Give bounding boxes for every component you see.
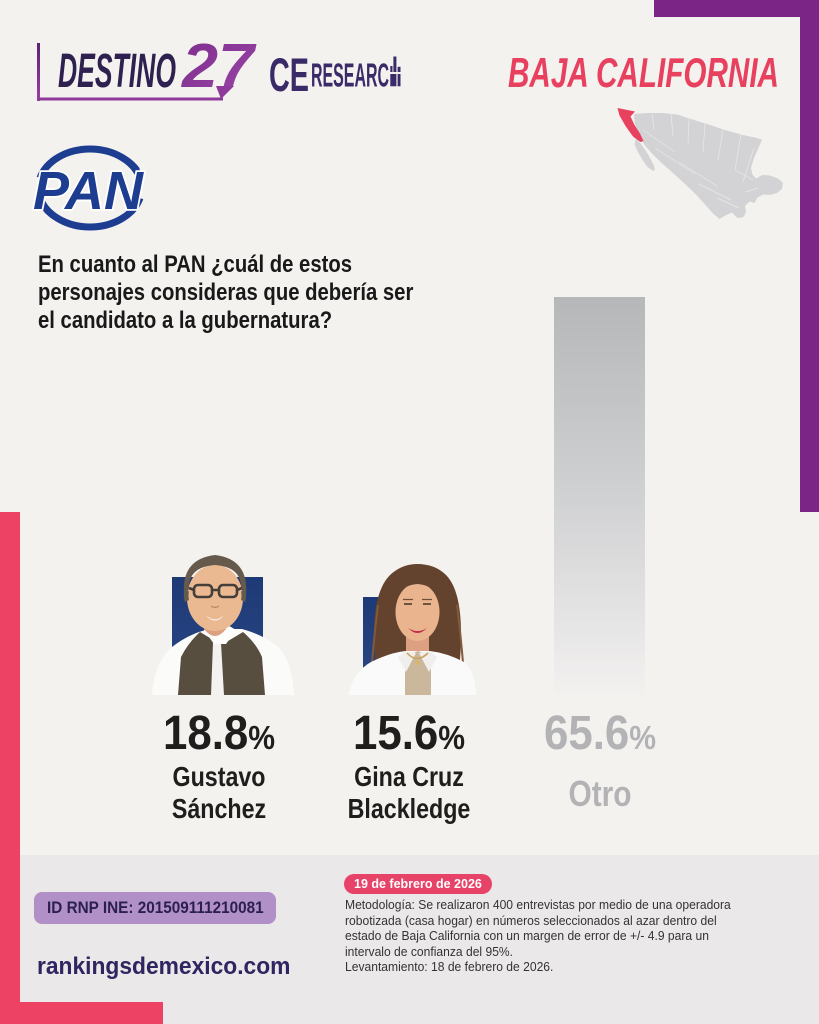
svg-text:CE: CE xyxy=(269,48,309,101)
svg-text:PAN: PAN xyxy=(33,161,144,221)
svg-text:PAN: PAN xyxy=(33,161,144,221)
svg-text:BAJA CALIFORNIA: BAJA CALIFORNIA xyxy=(508,49,779,96)
svg-text:DESTINO: DESTINO xyxy=(58,44,176,99)
svg-text:RESEARC: RESEARC xyxy=(311,58,389,95)
